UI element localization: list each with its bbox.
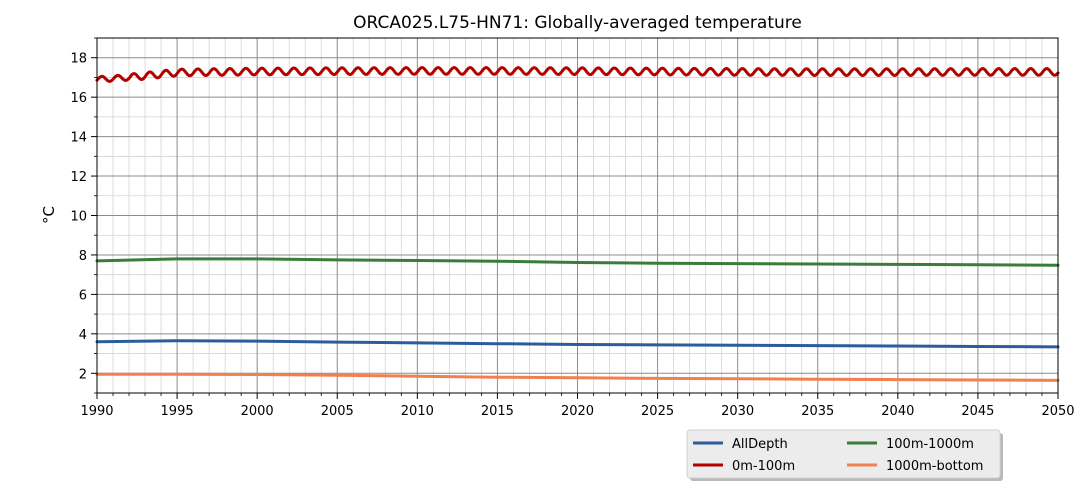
x-tick-label: 2005: [321, 404, 354, 419]
x-tick-label: 2035: [801, 404, 834, 419]
x-tick-label: 1995: [161, 404, 194, 419]
legend: AllDepth 0m-100m 100m-1000m 1000m-bottom: [686, 429, 1003, 481]
x-tick-label: 2040: [881, 404, 914, 419]
legend-label: 0m-100m: [732, 459, 795, 474]
y-tick-label: 10: [70, 210, 87, 225]
y-tick-label: 2: [79, 367, 87, 382]
axis-ticks: [91, 37, 1059, 399]
legend-label: 100m-1000m: [886, 437, 974, 452]
y-tick-label: 12: [70, 170, 87, 185]
y-axis-label: °C: [40, 206, 58, 224]
y-tick-label: 6: [79, 288, 87, 303]
tick-labels: 1990 1995 2000 2005 2010 2015 2020 2025 2030 2035…: [70, 52, 1074, 419]
series-line-1000m-bottom: [95, 372, 1060, 382]
y-tick-label: 18: [70, 52, 87, 67]
chart-title: ORCA025.L75-HN71: Globally-averaged temp…: [353, 13, 802, 33]
y-tick-label: 16: [70, 91, 87, 106]
series-line-100m-1000m: [95, 257, 1060, 267]
series-line-alldepth: [95, 339, 1060, 349]
legend-box: [686, 429, 1001, 479]
legend-label: 1000m-bottom: [886, 459, 983, 474]
x-tick-label: 2020: [561, 404, 594, 419]
x-tick-label: 2015: [481, 404, 514, 419]
x-tick-label: 1990: [80, 404, 113, 419]
x-tick-label: 2010: [401, 404, 434, 419]
legend-label: AllDepth: [732, 437, 788, 452]
y-tick-label: 4: [79, 328, 87, 343]
x-tick-label: 2045: [961, 404, 994, 419]
series-layer: [95, 66, 1060, 382]
x-tick-label: 2050: [1041, 404, 1074, 419]
x-tick-label: 2025: [641, 404, 674, 419]
x-tick-label: 2030: [721, 404, 754, 419]
series-line-0m-100m: [95, 66, 1060, 83]
y-tick-label: 14: [70, 131, 87, 146]
x-tick-label: 2000: [241, 404, 274, 419]
y-tick-label: 8: [79, 249, 87, 264]
